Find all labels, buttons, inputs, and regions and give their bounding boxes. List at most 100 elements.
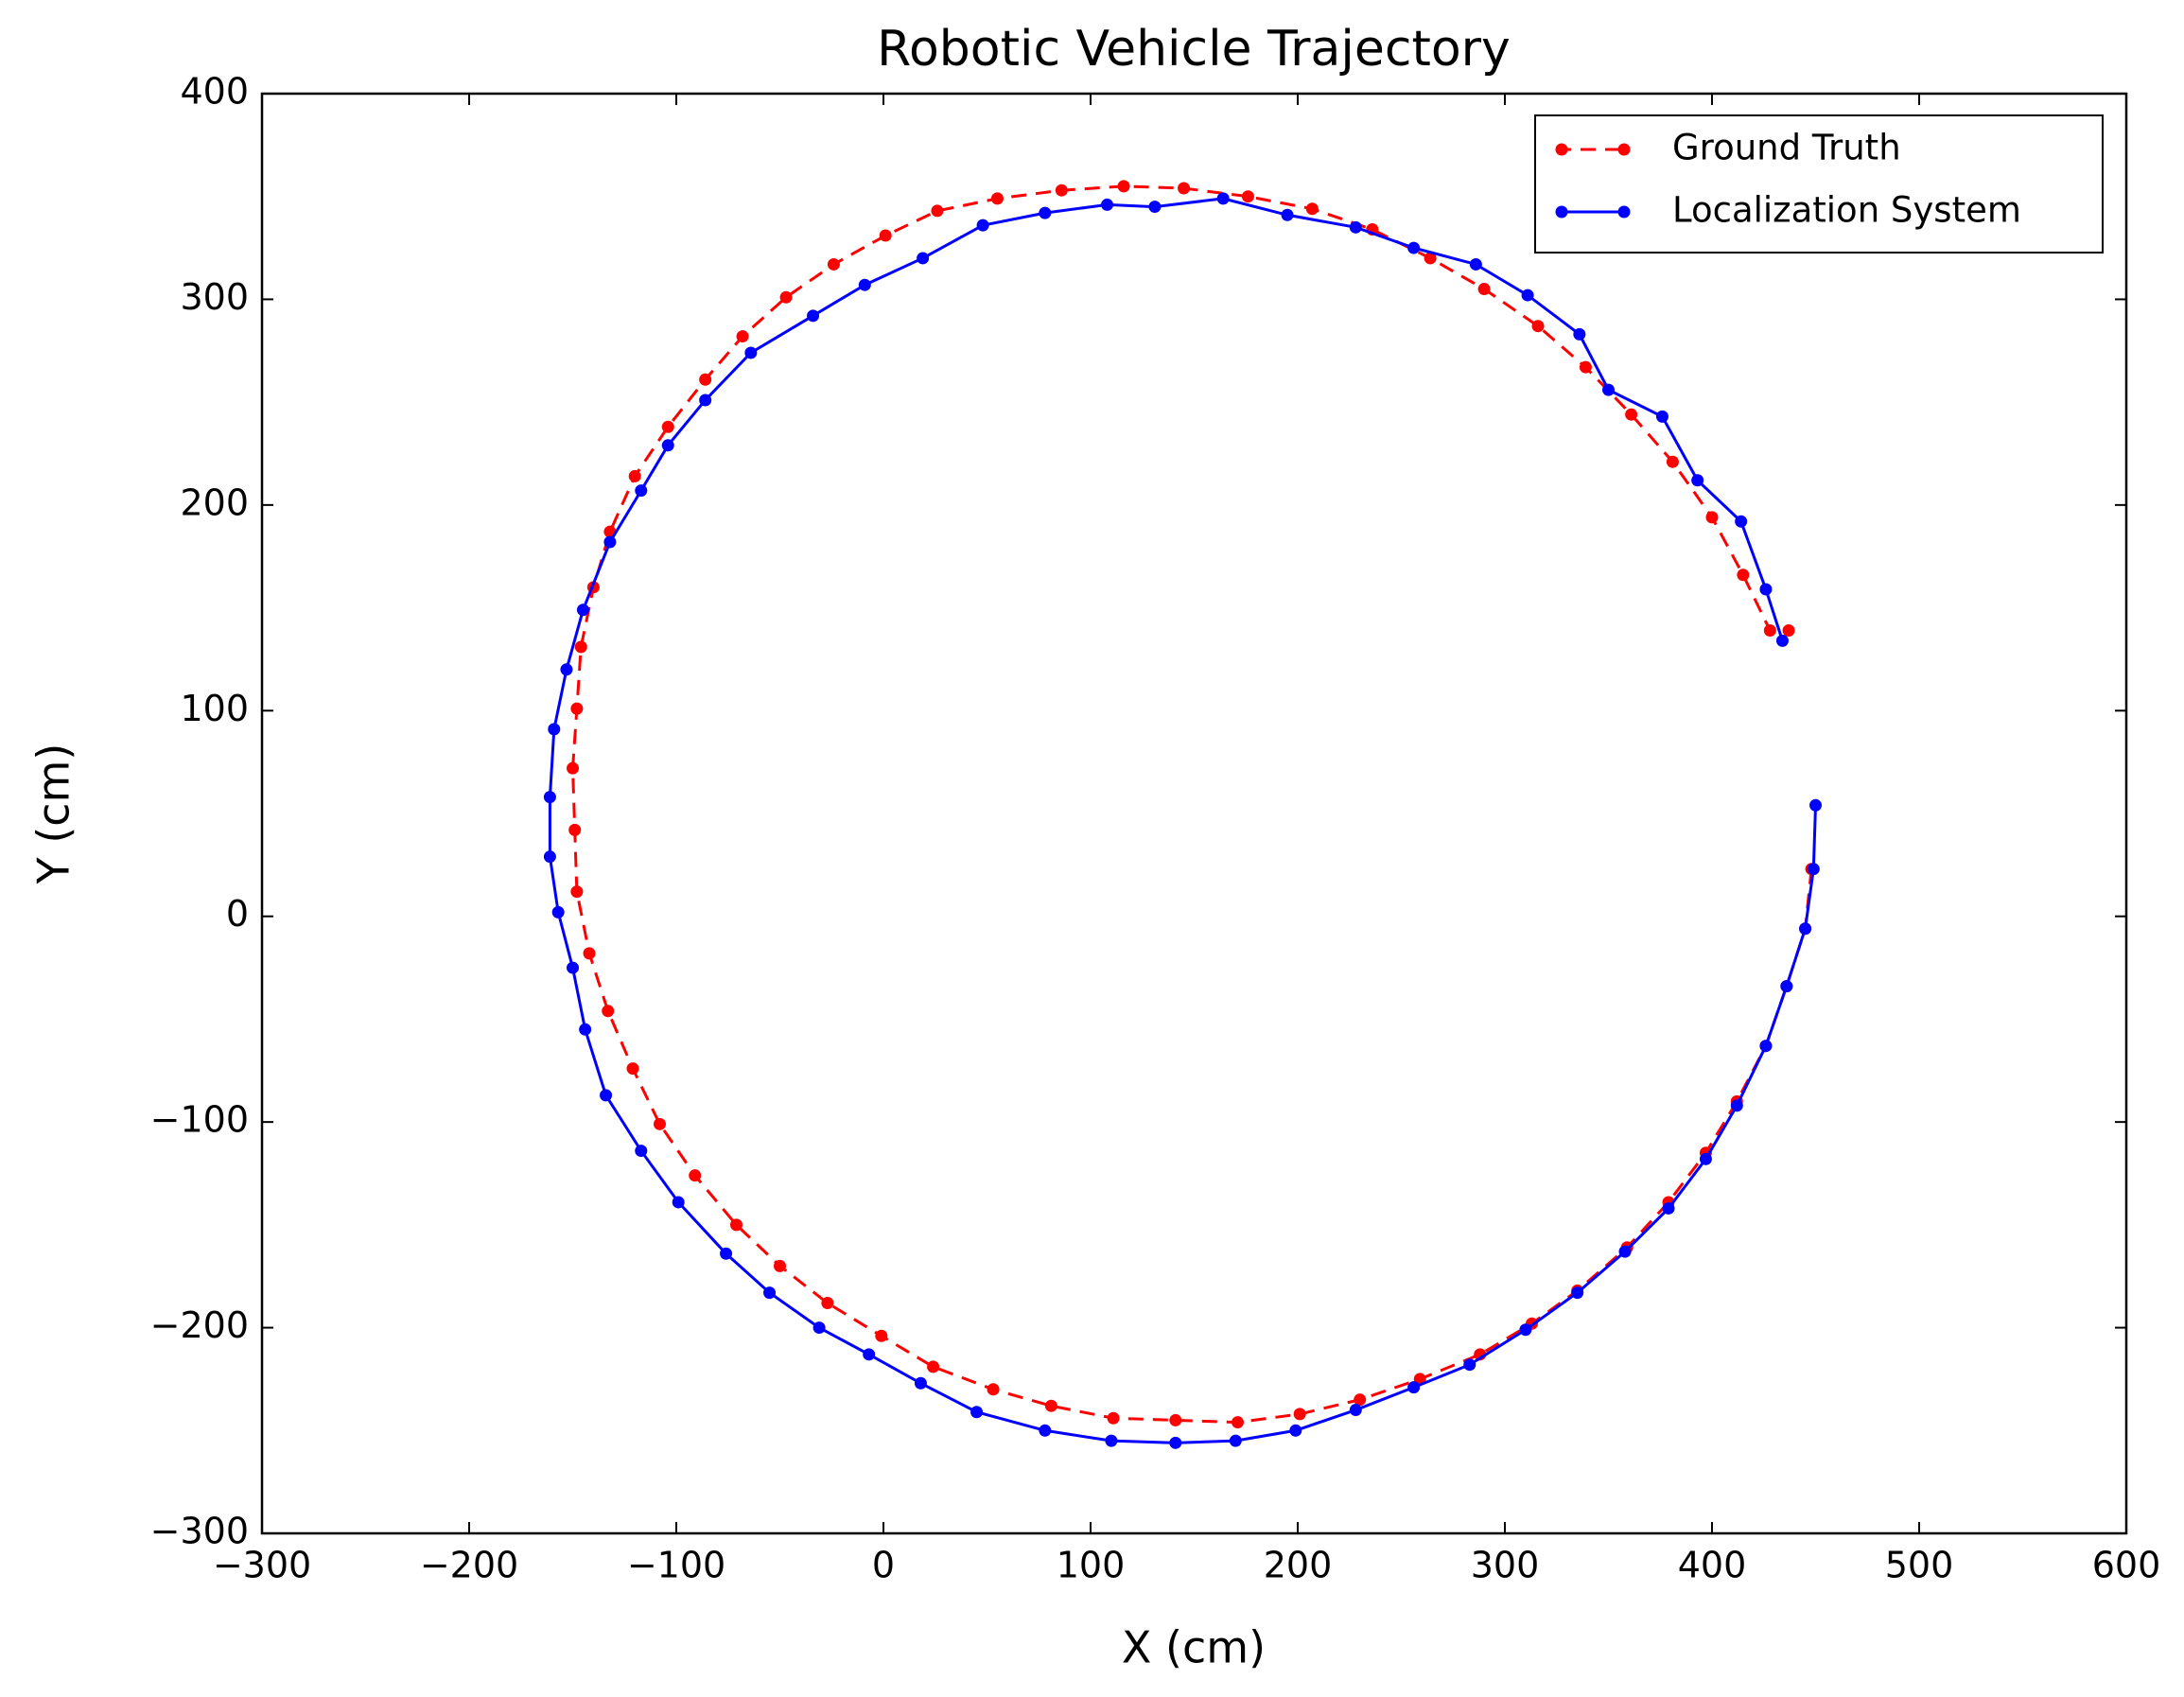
data-point xyxy=(917,252,930,265)
data-point xyxy=(1241,190,1254,203)
y-tick-label: −100 xyxy=(150,1099,249,1141)
data-point xyxy=(1625,408,1638,421)
data-point xyxy=(1775,634,1789,647)
data-point xyxy=(779,290,793,304)
series-line xyxy=(570,184,1813,1425)
data-point xyxy=(1735,515,1748,528)
data-point xyxy=(987,1383,1000,1396)
data-point xyxy=(1216,192,1230,205)
data-point xyxy=(543,791,556,804)
data-point xyxy=(875,1329,888,1342)
data-point xyxy=(1799,922,1812,936)
x-axis-label: X (cm) xyxy=(1122,1622,1266,1673)
legend-marker xyxy=(1555,143,1568,156)
data-point xyxy=(583,947,596,960)
data-point xyxy=(1759,583,1773,596)
data-point xyxy=(1407,241,1421,254)
legend-label: Ground Truth xyxy=(1672,128,1901,168)
data-point xyxy=(1807,863,1820,876)
legend-box xyxy=(1534,114,2104,254)
data-point xyxy=(1573,327,1586,341)
x-tick-label: 200 xyxy=(1264,1545,1333,1586)
plot-frame xyxy=(260,92,2128,1535)
data-point xyxy=(1730,1099,1743,1112)
x-tick-label: 100 xyxy=(1057,1545,1126,1586)
data-point xyxy=(1148,201,1162,214)
legend-label: Localization System xyxy=(1672,190,2021,231)
data-point xyxy=(1759,1040,1773,1053)
data-point xyxy=(1055,184,1068,197)
data-point xyxy=(543,850,556,864)
data-point xyxy=(653,1117,666,1130)
data-point xyxy=(1737,569,1750,582)
data-point xyxy=(1289,1424,1302,1437)
data-point xyxy=(1477,283,1491,296)
data-point xyxy=(1231,1416,1244,1429)
data-point xyxy=(807,309,820,323)
data-point xyxy=(1305,202,1319,216)
y-tick-label: 300 xyxy=(180,276,249,318)
data-point xyxy=(570,885,584,899)
data-point xyxy=(858,278,871,291)
x-tick-label: 0 xyxy=(872,1545,895,1586)
data-point xyxy=(1571,1286,1584,1300)
data-point xyxy=(567,961,579,974)
y-tick-label: 0 xyxy=(226,893,249,935)
data-point xyxy=(879,229,892,242)
x-tick-label: −200 xyxy=(420,1545,518,1586)
data-point xyxy=(927,1360,940,1373)
data-point xyxy=(1579,360,1592,374)
data-point xyxy=(1424,252,1437,265)
y-tick-label: 100 xyxy=(180,688,249,729)
x-tick-label: −300 xyxy=(213,1545,311,1586)
x-tick-label: 500 xyxy=(1885,1545,1954,1586)
data-point xyxy=(603,535,617,549)
data-point xyxy=(827,257,840,271)
data-point xyxy=(1169,1413,1182,1426)
data-point xyxy=(1691,474,1704,487)
x-tick-label: −100 xyxy=(627,1545,725,1586)
data-point xyxy=(1407,1381,1421,1394)
data-point xyxy=(689,1169,702,1182)
data-point xyxy=(548,723,561,736)
data-point xyxy=(1699,1152,1712,1165)
data-point xyxy=(1809,798,1822,812)
data-point xyxy=(699,373,712,386)
data-point xyxy=(763,1286,777,1300)
data-point xyxy=(699,394,712,407)
data-point xyxy=(720,1247,733,1260)
data-point xyxy=(628,469,641,482)
data-point xyxy=(976,219,989,232)
data-point xyxy=(579,1023,592,1036)
legend-marker xyxy=(1617,143,1631,156)
data-point xyxy=(990,192,1004,205)
data-point xyxy=(567,761,579,775)
data-point xyxy=(1655,410,1669,423)
data-point xyxy=(560,663,573,676)
data-point xyxy=(1666,455,1679,468)
data-point xyxy=(1705,511,1719,524)
legend-marker xyxy=(1617,205,1631,219)
data-point xyxy=(635,1145,648,1158)
data-point xyxy=(914,1376,927,1390)
data-point xyxy=(1044,1399,1057,1412)
data-point xyxy=(635,484,648,498)
data-point xyxy=(570,702,584,715)
data-point xyxy=(568,823,582,836)
data-point xyxy=(931,204,944,218)
data-point xyxy=(1101,198,1114,211)
data-point xyxy=(1105,1434,1118,1447)
data-point xyxy=(1107,1411,1120,1425)
legend-marker xyxy=(1555,205,1568,219)
data-point xyxy=(672,1196,685,1209)
data-point xyxy=(1354,1393,1367,1407)
x-tick-label: 400 xyxy=(1678,1545,1747,1586)
data-point xyxy=(1293,1408,1306,1421)
data-point xyxy=(1039,1424,1052,1437)
y-tick-label: 400 xyxy=(180,71,249,113)
data-point xyxy=(1521,289,1534,302)
data-point xyxy=(600,1089,613,1102)
data-point xyxy=(1618,1245,1632,1258)
data-point xyxy=(1662,1201,1675,1215)
data-point xyxy=(602,1005,615,1018)
